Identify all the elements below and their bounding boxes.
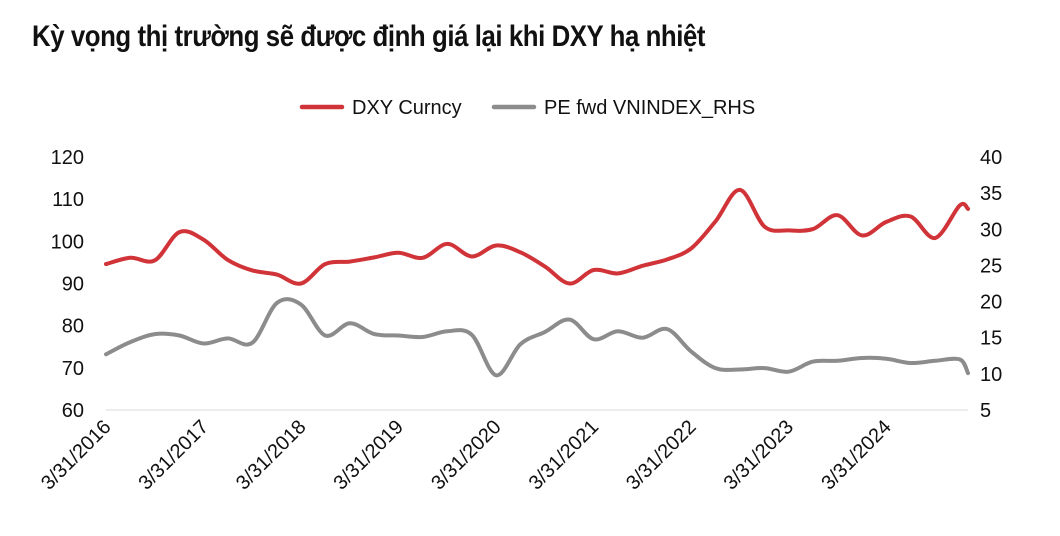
legend: DXY Curncy PE fwd VNINDEX_RHS (299, 97, 755, 119)
series-line-dxy (104, 187, 970, 286)
y-right-tick-label: 20 (980, 292, 1002, 314)
x-tick-label: 3/31/2018 (232, 416, 310, 494)
y-right-tick-label: 10 (980, 364, 1002, 386)
y-right-tick-label: 30 (980, 219, 1002, 241)
x-tick-label: 3/31/2022 (622, 416, 700, 494)
y-right-tick-label: 35 (980, 183, 1002, 205)
y-left-tick-label: 100 (51, 231, 84, 253)
y-axis-right: 5 10 15 20 25 30 35 40 (980, 147, 1002, 422)
y-left-tick-label: 110 (52, 189, 84, 211)
legend-label-dxy: DXY Curncy (352, 97, 462, 119)
x-tick-label: 3/31/2023 (720, 416, 798, 494)
series-line-pe (104, 297, 970, 378)
chart-title: Kỳ vọng thị trường sẽ được định giá lại … (32, 20, 706, 53)
x-tick-label: 3/31/2016 (37, 416, 115, 494)
x-tick-label: 3/31/2020 (427, 416, 505, 494)
y-right-tick-label: 25 (980, 255, 1002, 277)
y-left-tick-label: 80 (62, 316, 84, 338)
x-tick-label: 3/31/2017 (135, 416, 213, 494)
y-right-tick-label: 40 (980, 147, 1002, 169)
y-left-tick-label: 120 (51, 147, 84, 169)
legend-label-pe: PE fwd VNINDEX_RHS (544, 97, 755, 119)
y-right-tick-label: 5 (980, 400, 991, 422)
y-left-tick-label: 70 (62, 358, 84, 380)
y-right-tick-label: 15 (980, 328, 1002, 350)
y-axis-left: 60 70 80 90 100 110 120 (51, 147, 84, 422)
y-left-tick-label: 60 (62, 400, 84, 422)
x-tick-label: 3/31/2024 (817, 416, 895, 494)
x-tick-label: 3/31/2021 (525, 416, 603, 494)
y-left-tick-label: 90 (62, 274, 84, 296)
series-layer (104, 187, 970, 378)
x-tick-label: 3/31/2019 (329, 416, 407, 494)
x-axis: 3/31/2016 3/31/2017 3/31/2018 3/31/2019 3/31… (37, 416, 896, 494)
